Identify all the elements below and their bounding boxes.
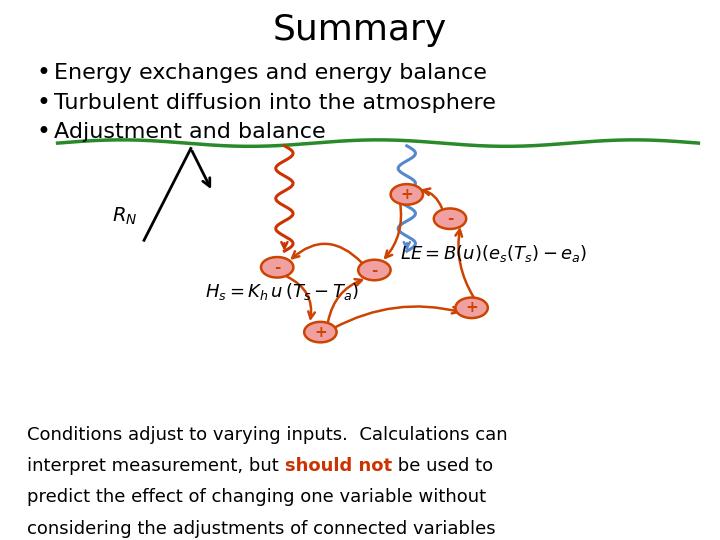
Text: •: •: [36, 91, 50, 114]
Text: +: +: [400, 187, 413, 202]
Text: $R_N$: $R_N$: [112, 205, 137, 227]
Ellipse shape: [433, 208, 467, 229]
Text: •: •: [36, 120, 50, 144]
Text: interpret measurement, but: interpret measurement, but: [27, 457, 285, 475]
Ellipse shape: [304, 322, 336, 342]
Text: predict the effect of changing one variable without: predict the effect of changing one varia…: [27, 488, 487, 507]
Ellipse shape: [261, 257, 294, 278]
Text: Summary: Summary: [273, 13, 447, 46]
Text: considering the adjustments of connected variables: considering the adjustments of connected…: [27, 519, 496, 538]
Text: $H_s = K_h\, u\,(T_s - T_a)$: $H_s = K_h\, u\,(T_s - T_a)$: [205, 281, 359, 302]
Text: -: -: [372, 262, 377, 278]
Text: •: •: [36, 61, 50, 85]
Text: -: -: [447, 211, 453, 226]
Text: Turbulent diffusion into the atmosphere: Turbulent diffusion into the atmosphere: [54, 92, 496, 113]
Text: Adjustment and balance: Adjustment and balance: [54, 122, 325, 143]
Text: should not: should not: [285, 457, 392, 475]
Text: Energy exchanges and energy balance: Energy exchanges and energy balance: [54, 63, 487, 83]
Text: +: +: [314, 325, 327, 340]
Ellipse shape: [359, 260, 391, 280]
Ellipse shape: [456, 298, 488, 318]
Text: $LE = B(u)(e_s(T_s) - e_a)$: $LE = B(u)(e_s(T_s) - e_a)$: [400, 244, 587, 264]
Text: be used to: be used to: [392, 457, 493, 475]
Ellipse shape: [390, 184, 423, 205]
Text: Conditions adjust to varying inputs.  Calculations can: Conditions adjust to varying inputs. Cal…: [27, 426, 508, 444]
Text: -: -: [274, 260, 280, 275]
Text: +: +: [465, 300, 478, 315]
